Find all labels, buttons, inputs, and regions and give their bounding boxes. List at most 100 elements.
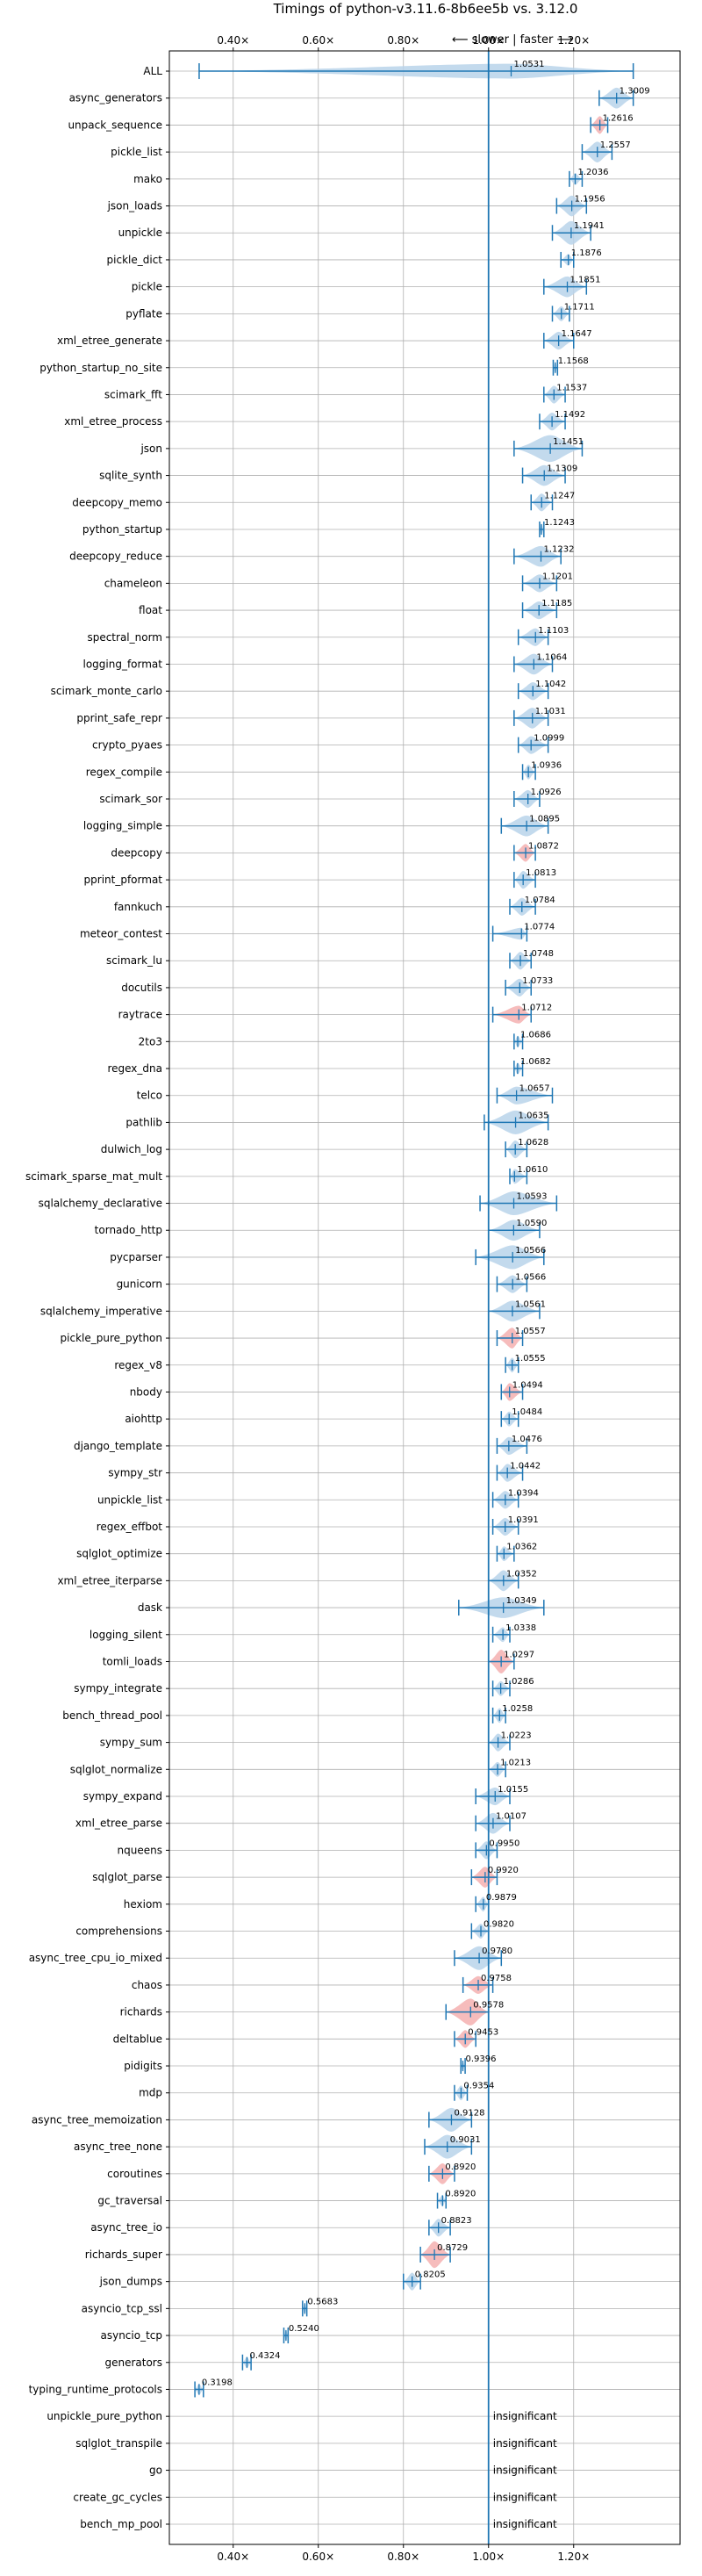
value-label: 1.3009 [620, 87, 650, 97]
benchmark-label: nqueens [118, 1844, 162, 1856]
benchmark-label: raytrace [118, 1009, 162, 1021]
benchmark-label: async_tree_none [74, 2141, 162, 2153]
x-tick-label-top: 0.80× [387, 34, 419, 47]
benchmark-label: deepcopy_memo [72, 496, 162, 508]
benchmark-label: nbody [130, 1385, 162, 1398]
value-label: 1.1309 [547, 464, 577, 474]
benchmark-label: pprint_safe_repr [76, 712, 162, 724]
value-label: 1.1185 [541, 599, 572, 608]
benchmark-label: logging_silent [90, 1629, 162, 1641]
value-label: 1.0297 [504, 1650, 534, 1659]
value-label: 1.1956 [575, 195, 605, 205]
x-tick-label-bottom: 0.40× [217, 2551, 249, 2563]
benchmark-label: unpickle_pure_python [47, 2410, 162, 2422]
value-label: 1.1451 [553, 437, 584, 447]
value-label: 0.3198 [202, 2378, 233, 2387]
value-label: 0.5240 [289, 2324, 319, 2334]
insignificant-label: insignificant [493, 2437, 557, 2450]
insignificant-label: insignificant [493, 2464, 557, 2477]
benchmark-label: pprint_pformat [84, 874, 163, 886]
value-label: 1.0657 [519, 1084, 550, 1094]
benchmark-label: mako [133, 173, 162, 185]
benchmark-label: pickle_dict [107, 254, 163, 266]
benchmark-label: json [140, 443, 162, 455]
value-label: 1.1537 [556, 383, 587, 392]
value-label: 1.0895 [529, 815, 560, 824]
value-label: 1.0555 [515, 1354, 546, 1364]
value-label: 1.0593 [517, 1192, 548, 1202]
value-label: 1.1876 [571, 248, 602, 258]
x-tick-label-top: 1.20× [557, 34, 590, 47]
benchmark-label: python_startup_no_site [39, 362, 162, 374]
value-label: 1.0391 [508, 1515, 539, 1525]
benchmark-label: coroutines [107, 2168, 162, 2180]
benchmark-label: sympy_sum [100, 1737, 162, 1749]
benchmark-label: deltablue [113, 2033, 162, 2045]
value-label: 0.8920 [445, 2190, 476, 2199]
value-label: 0.4324 [249, 2351, 280, 2361]
value-label: 0.9920 [488, 1866, 519, 1875]
benchmark-label: async_tree_io [90, 2221, 162, 2234]
benchmark-label: sympy_str [108, 1467, 162, 1479]
benchmark-label: asyncio_tcp_ssl [82, 2302, 162, 2314]
benchmark-label: sqlalchemy_imperative [40, 1305, 162, 1317]
benchmark-label: generators [104, 2357, 162, 2369]
value-label: 1.0748 [523, 949, 554, 959]
benchmark-label: sqlglot_parse [92, 1871, 162, 1883]
benchmark-label: async_tree_memoization [32, 2113, 162, 2126]
value-label: 1.1201 [542, 572, 573, 581]
value-label: 1.0286 [504, 1677, 534, 1687]
value-label: 1.0557 [515, 1327, 546, 1336]
value-label: 1.0733 [522, 976, 553, 986]
benchmark-label: xml_etree_parse [75, 1817, 162, 1830]
benchmark-label: bench_thread_pool [62, 1709, 162, 1722]
value-label: 1.0682 [520, 1057, 551, 1067]
benchmark-label: unpack_sequence [68, 119, 162, 131]
value-label: 1.0442 [510, 1462, 541, 1471]
benchmark-label: aiohttp [125, 1413, 162, 1425]
value-label: 1.0712 [521, 1004, 552, 1013]
value-label: 1.0394 [508, 1488, 539, 1498]
benchmark-label: scimark_sparse_mat_mult [25, 1170, 162, 1183]
value-label: 1.0686 [520, 1030, 551, 1040]
value-label: 0.9031 [450, 2135, 481, 2145]
benchmark-label: regex_v8 [114, 1359, 162, 1371]
value-label: 1.2616 [603, 113, 634, 123]
x-tick-label-top: 1.00× [472, 34, 505, 47]
benchmark-label: fannkuch [114, 901, 162, 913]
benchmark-label: go [149, 2464, 162, 2477]
benchmark-label: hexiom [124, 1898, 162, 1910]
direction-note: ⟵ slower | faster ⟶ [452, 33, 573, 47]
benchmark-label: typing_runtime_protocols [29, 2383, 162, 2395]
benchmark-label: sqlglot_transpile [75, 2437, 162, 2450]
value-label: 1.0107 [496, 1812, 526, 1822]
benchmark-label: pyflate [125, 307, 162, 320]
benchmark-label: deepcopy [111, 846, 162, 859]
value-label: 1.1103 [538, 626, 569, 636]
benchmark-label: xml_etree_generate [57, 335, 162, 347]
benchmark-label: tornado_http [95, 1224, 162, 1236]
plot-frame [168, 50, 681, 2545]
value-label: 1.0590 [516, 1219, 547, 1228]
benchmark-label: deepcopy_reduce [69, 550, 162, 563]
benchmark-label: sqlglot_normalize [70, 1763, 162, 1775]
benchmark-label: comprehensions [75, 1925, 162, 1938]
benchmark-label: create_gc_cycles [73, 2491, 162, 2503]
value-label: 1.0155 [498, 1785, 528, 1795]
value-label: 1.0784 [525, 896, 555, 905]
benchmark-label: tomli_loads [103, 1655, 162, 1667]
value-label: 1.0813 [526, 868, 556, 878]
benchmark-label: docutils [121, 982, 162, 994]
value-label: 1.1243 [544, 518, 575, 528]
value-label: 0.9354 [463, 2082, 494, 2091]
benchmark-label: xml_etree_process [64, 415, 162, 428]
benchmark-label: meteor_contest [80, 928, 162, 940]
value-label: 1.0610 [517, 1165, 548, 1175]
benchmark-label: json_loads [107, 200, 162, 212]
benchmark-label: django_template [74, 1440, 162, 1452]
value-label: 1.1568 [558, 356, 589, 366]
value-label: 1.0484 [512, 1407, 542, 1417]
x-tick-label-bottom: 0.60× [302, 2551, 334, 2563]
